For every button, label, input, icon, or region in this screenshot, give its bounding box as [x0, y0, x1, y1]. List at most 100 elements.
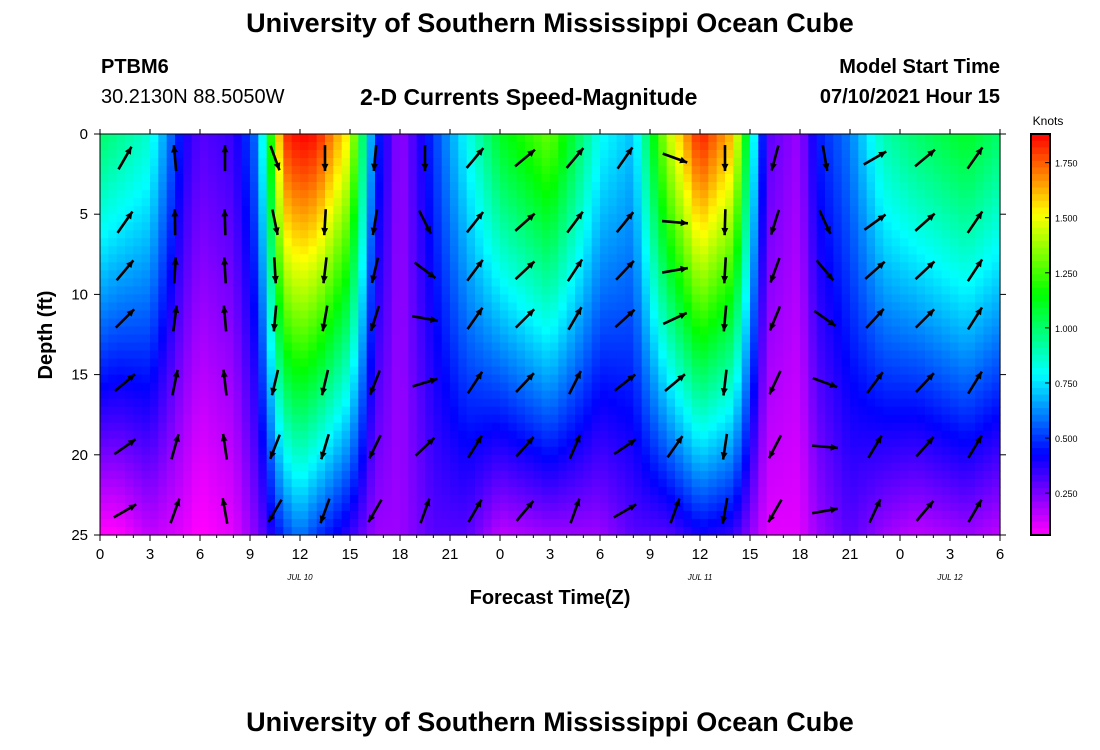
heatmap-cell	[775, 158, 784, 167]
heatmap-cell	[766, 270, 776, 279]
heatmap-cell	[550, 134, 559, 143]
heatmap-cell	[425, 430, 434, 440]
heatmap-cell	[825, 478, 834, 488]
heatmap-cell	[208, 326, 218, 336]
heatmap-cell	[450, 254, 459, 263]
heatmap-cell	[200, 190, 209, 199]
heatmap-cell	[141, 150, 151, 159]
heatmap-cell	[200, 518, 209, 528]
heatmap-cell	[825, 230, 834, 239]
heatmap-cell	[666, 198, 676, 207]
heatmap-cell	[883, 302, 893, 312]
heatmap-cell	[400, 158, 409, 167]
heatmap-cell	[741, 310, 751, 320]
heatmap-cell	[600, 278, 609, 287]
heatmap-cell	[333, 478, 343, 488]
heatmap-cell	[316, 414, 326, 424]
heatmap-cell	[625, 518, 634, 528]
heatmap-cell	[125, 462, 134, 472]
heatmap-cell	[766, 398, 776, 408]
heatmap-cell	[833, 214, 843, 223]
heatmap-cell	[475, 526, 484, 536]
heatmap-cell	[858, 222, 868, 231]
heatmap-cell	[391, 502, 401, 512]
heatmap-cell	[300, 494, 309, 504]
heatmap-cell	[316, 350, 326, 360]
heatmap-cell	[808, 406, 818, 416]
heatmap-cell	[741, 238, 751, 247]
heatmap-cell	[816, 302, 826, 312]
heatmap-cell	[791, 334, 801, 344]
heatmap-cell	[808, 438, 818, 448]
heatmap-cell	[841, 286, 851, 295]
heatmap-cell	[150, 198, 159, 207]
heatmap-cell	[241, 270, 251, 279]
heatmap-cell	[691, 158, 701, 167]
heatmap-cell	[525, 486, 534, 496]
heatmap-cell	[433, 254, 443, 263]
heatmap-cell	[116, 502, 126, 512]
heatmap-cell	[908, 262, 918, 271]
heatmap-cell	[683, 222, 693, 231]
heatmap-cell	[908, 414, 918, 424]
heatmap-cell	[516, 166, 526, 175]
heatmap-cell	[175, 246, 184, 255]
heatmap-cell	[875, 286, 884, 295]
heatmap-cell	[916, 406, 926, 416]
heatmap-cell	[325, 462, 334, 472]
heatmap-cell	[550, 510, 559, 520]
heatmap-cell	[700, 358, 709, 368]
heatmap-cell	[291, 158, 301, 167]
heatmap-cell	[700, 206, 709, 215]
heatmap-cell	[408, 454, 418, 464]
heatmap-cell	[225, 518, 234, 528]
heatmap-cell	[316, 366, 326, 376]
heatmap-cell	[800, 374, 809, 384]
heatmap-cell	[675, 206, 684, 215]
heatmap-cell	[258, 246, 268, 255]
heatmap-cell	[766, 502, 776, 512]
heatmap-cell	[566, 486, 576, 496]
heatmap-cell	[433, 206, 443, 215]
heatmap-cell	[566, 134, 576, 143]
heatmap-cell	[116, 294, 126, 304]
heatmap-cell	[316, 278, 326, 287]
heatmap-cell	[525, 350, 534, 360]
heatmap-cell	[741, 462, 751, 472]
heatmap-cell	[216, 486, 226, 496]
heatmap-cell	[433, 366, 443, 376]
heatmap-cell	[308, 494, 318, 504]
heatmap-cell	[200, 158, 209, 167]
heatmap-cell	[141, 142, 151, 151]
heatmap-cell	[333, 422, 343, 432]
heatmap-cell	[458, 230, 468, 239]
heatmap-cell	[425, 198, 434, 207]
heatmap-cell	[400, 342, 409, 352]
heatmap-cell	[208, 422, 218, 432]
heatmap-cell	[225, 390, 234, 400]
heatmap-cell	[833, 414, 843, 424]
heatmap-cell	[800, 350, 809, 360]
heatmap-cell	[633, 446, 643, 456]
heatmap-cell	[258, 278, 268, 287]
heatmap-cell	[200, 438, 209, 448]
heatmap-cell	[866, 518, 876, 528]
heatmap-cell	[666, 158, 676, 167]
heatmap-cell	[266, 262, 276, 271]
heatmap-cell	[858, 278, 868, 287]
heatmap-cell	[883, 382, 893, 392]
heatmap-cell	[100, 502, 109, 512]
heatmap-cell	[400, 382, 409, 392]
heatmap-cell	[583, 166, 593, 175]
heatmap-cell	[841, 358, 851, 368]
heatmap-cell	[300, 238, 309, 247]
heatmap-cell	[783, 334, 793, 344]
heatmap-cell	[475, 462, 484, 472]
heatmap-cell	[400, 334, 409, 344]
heatmap-cell	[700, 310, 709, 320]
heatmap-cell	[641, 294, 651, 304]
heatmap-cell	[266, 238, 276, 247]
heatmap-cell	[708, 270, 718, 279]
heatmap-cell	[308, 318, 318, 328]
heatmap-cell	[916, 414, 926, 424]
